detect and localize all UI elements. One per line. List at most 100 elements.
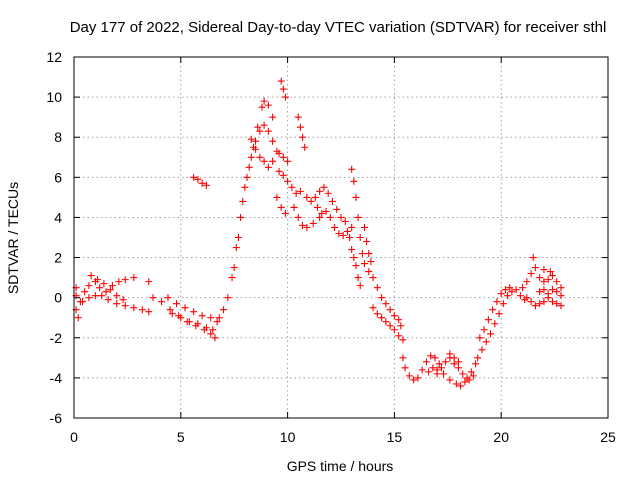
data-point-marker <box>185 318 193 326</box>
data-point-marker <box>531 264 539 272</box>
data-point-marker <box>207 314 215 322</box>
data-point-marker <box>356 234 364 241</box>
data-point-marker <box>504 292 512 300</box>
data-point-marker <box>540 286 548 294</box>
data-point-marker <box>281 93 289 101</box>
data-point-marker <box>320 183 328 191</box>
data-point-marker <box>472 360 480 368</box>
y-tick-label: 4 <box>54 209 62 225</box>
data-point-marker <box>367 258 375 266</box>
data-point-marker <box>395 332 403 340</box>
data-point-marker <box>401 364 409 372</box>
data-point-marker <box>168 310 176 318</box>
x-tick-label: 25 <box>600 429 616 445</box>
data-point-marker <box>138 306 146 314</box>
data-point-marker <box>544 276 552 284</box>
data-point-marker <box>386 306 394 314</box>
data-point-marker <box>299 221 307 229</box>
data-point-marker <box>228 274 236 282</box>
data-point-marker <box>307 197 315 205</box>
data-point-marker <box>382 300 390 308</box>
data-point-marker <box>252 137 260 145</box>
data-point-marker <box>316 187 324 195</box>
data-point-marker <box>130 274 138 282</box>
data-point-marker <box>495 310 503 318</box>
data-point-marker <box>358 250 366 258</box>
data-point-marker <box>499 300 507 308</box>
data-point-marker <box>106 286 114 294</box>
data-point-marker <box>523 278 531 286</box>
data-point-marker <box>190 308 198 316</box>
data-point-marker <box>390 326 398 334</box>
data-point-marker <box>173 300 181 308</box>
data-point-marker <box>164 294 172 302</box>
data-point-marker <box>102 288 110 296</box>
data-point-marker <box>548 286 556 294</box>
data-point-marker <box>230 264 238 272</box>
data-point-marker <box>386 322 394 330</box>
data-point-marker <box>303 223 311 231</box>
data-point-marker <box>487 330 495 338</box>
data-point-marker <box>531 302 539 310</box>
data-point-marker <box>557 292 565 300</box>
data-point-marker <box>296 123 304 131</box>
data-point-marker <box>181 304 189 312</box>
data-point-marker <box>91 292 99 300</box>
data-point-marker <box>506 284 514 292</box>
data-point-marker <box>369 274 377 282</box>
plot-border <box>73 56 609 419</box>
data-point-marker <box>352 262 360 270</box>
data-point-marker <box>284 157 292 165</box>
data-point-marker <box>294 213 302 221</box>
data-point-marker <box>478 346 486 354</box>
data-point-marker <box>536 274 544 282</box>
data-point-marker <box>309 219 317 227</box>
data-point-marker <box>350 177 358 185</box>
data-point-marker <box>277 77 285 85</box>
data-point-marker <box>145 308 153 316</box>
data-point-marker <box>465 376 473 384</box>
data-point-marker <box>454 358 462 366</box>
data-point-marker <box>177 314 185 322</box>
x-tick-label: 20 <box>493 429 509 445</box>
data-point-marker <box>294 113 302 121</box>
data-point-marker <box>501 286 509 294</box>
data-point-marker <box>516 292 524 300</box>
data-point-marker <box>399 336 407 344</box>
data-point-marker <box>548 298 556 306</box>
data-point-marker <box>422 358 430 366</box>
y-tick-label: 12 <box>46 49 62 65</box>
data-point-marker <box>373 310 381 318</box>
data-point-marker <box>198 312 206 320</box>
data-point-marker <box>356 282 364 290</box>
data-point-marker <box>115 278 123 286</box>
data-point-marker <box>254 123 262 131</box>
data-point-marker <box>557 284 565 292</box>
data-point-marker <box>113 292 121 300</box>
data-point-marker <box>79 298 87 306</box>
data-point-marker <box>149 294 157 302</box>
data-point-marker <box>540 278 548 286</box>
data-point-marker <box>536 300 544 308</box>
data-point-marker <box>326 213 334 221</box>
data-point-marker <box>365 268 373 276</box>
data-point-marker <box>459 370 467 378</box>
data-point-marker <box>397 322 405 330</box>
data-point-marker <box>348 165 356 173</box>
data-point-marker <box>202 181 210 189</box>
data-point-marker <box>395 316 403 324</box>
chart-title: Day 177 of 2022, Sidereal Day-to-day VTE… <box>70 19 607 36</box>
grid-lines <box>74 57 608 418</box>
data-point-marker <box>433 366 441 374</box>
y-tick-label: -6 <box>50 410 63 426</box>
data-point-marker <box>431 354 439 362</box>
x-tick-label: 10 <box>280 429 296 445</box>
data-point-marker <box>215 314 223 322</box>
x-tick-label: 5 <box>177 429 185 445</box>
data-point-marker <box>314 203 322 211</box>
data-point-marker <box>363 238 371 246</box>
data-point-marker <box>93 276 101 284</box>
data-point-marker <box>405 372 413 380</box>
data-point-marker <box>450 354 458 362</box>
